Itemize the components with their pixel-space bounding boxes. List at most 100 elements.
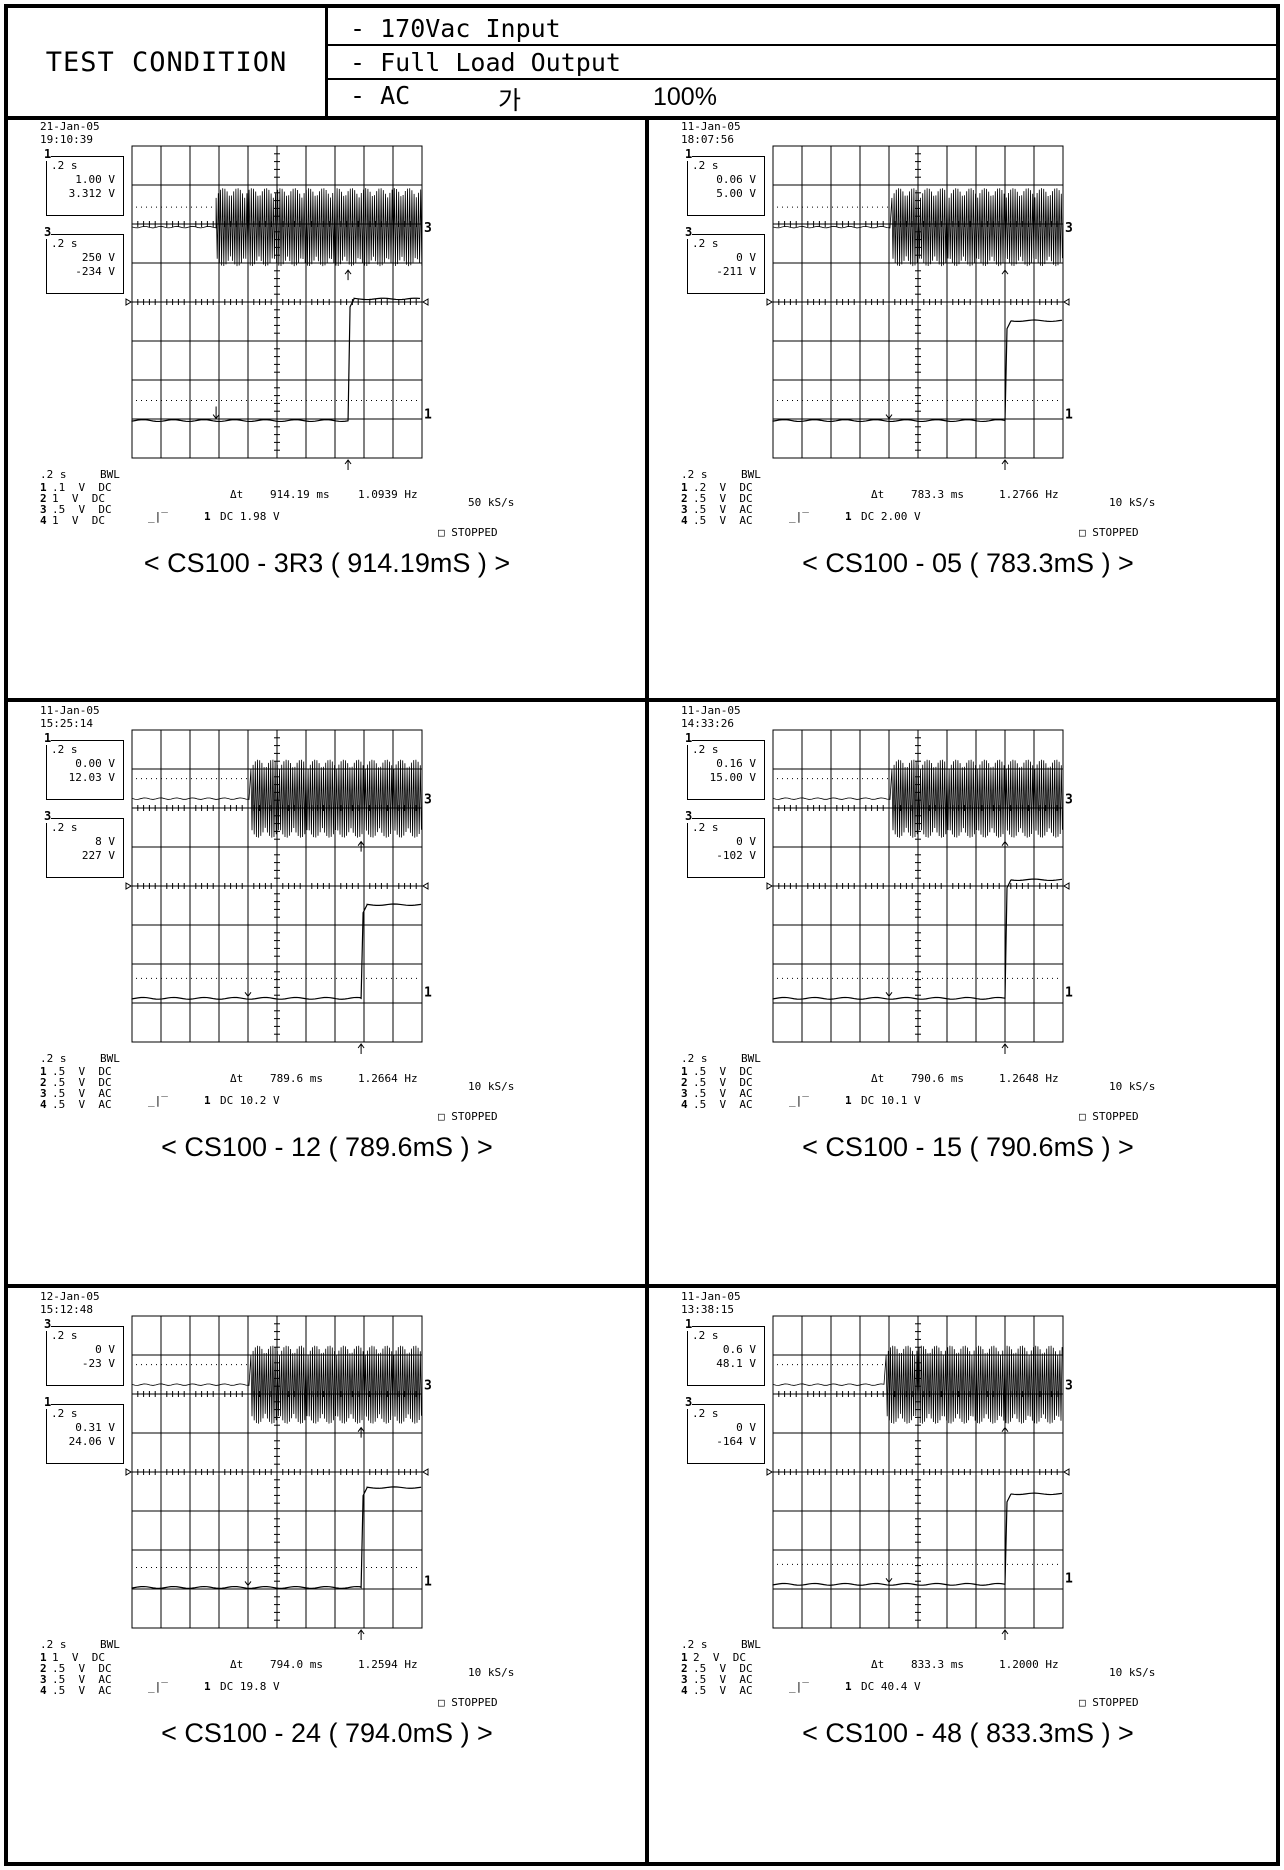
trigger-level: DC 40.4 V <box>861 1680 921 1693</box>
cursor-a-arrow <box>885 406 893 420</box>
condition-percent: 100% <box>653 83 717 111</box>
channel-setting: .2 V DC <box>693 481 753 494</box>
oscilloscope-panel: 3 1 11-Jan-05 15:25:14 1.2 s 0.00 V 12.03 V 3.2… <box>8 702 646 1282</box>
ch1-marker: 1 <box>1065 985 1073 1000</box>
condition-divider <box>328 78 1276 80</box>
timestamp-date: 11-Jan-05 <box>681 1290 741 1303</box>
channel-box: 1.2 s 1.00 V 3.312 V <box>44 147 124 216</box>
stop-status: □ STOPPED <box>438 1110 498 1123</box>
delta-t-value: 794.0 ms <box>270 1658 323 1671</box>
channel-tag: 3 <box>44 1317 52 1331</box>
panel-caption: < CS100 - 24 ( 794.0mS ) > <box>161 1718 493 1748</box>
sample-rate: 10 kS/s <box>468 1080 515 1093</box>
channel-tag: 1 <box>685 731 693 745</box>
channel-number: 1 <box>40 481 47 494</box>
channel-setting: .5 V AC <box>52 1673 112 1686</box>
oscilloscope-panel: 3 1 11-Jan-05 18:07:56 1.2 s 0.06 V 5.00 V 3.2 … <box>649 118 1284 698</box>
stop-status-text: STOPPED <box>1092 1696 1139 1709</box>
trigger-symbol: _|‾ <box>789 1680 809 1693</box>
cursor-a-arrow <box>212 406 220 420</box>
channel-tag: 1 <box>685 147 693 161</box>
channel-number: 3 <box>681 503 688 516</box>
channel-setting: .5 V DC <box>52 1076 112 1089</box>
channel-number: 3 <box>40 1087 47 1100</box>
timestamp-date: 11-Jan-05 <box>681 704 741 717</box>
stop-status-text: STOPPED <box>1092 526 1139 539</box>
channel-number: 4 <box>681 1684 688 1697</box>
channel-box: 3.2 s 0 V -23 V <box>44 1317 124 1386</box>
channel-value: 227 V <box>81 849 115 862</box>
cursor-b-arrow <box>357 840 365 852</box>
channel-value: 3.312 V <box>68 187 115 200</box>
timestamp-time: 19:10:39 <box>40 133 93 146</box>
cursor-b-arrow <box>344 459 352 470</box>
channel-number: 1 <box>681 1065 688 1078</box>
cursor-b-arrow <box>357 1426 365 1438</box>
channel-setting: 1 V DC <box>52 492 105 505</box>
channel-tag: 1 <box>44 1395 52 1409</box>
channel-timebase: .2 s <box>692 821 719 834</box>
channel-number: 4 <box>40 1684 47 1697</box>
ch3-trace <box>772 1345 1063 1424</box>
row-divider <box>8 698 1276 702</box>
ch3-marker: 3 <box>1065 1379 1073 1394</box>
channel-setting: .5 V AC <box>52 1684 112 1697</box>
scope-screen: 31 <box>766 145 1073 470</box>
channel-box: 1.2 s 0.6 V 48.1 V <box>685 1317 765 1386</box>
report-sheet: TEST CONDITION - 170Vac Input - Full Loa… <box>4 4 1280 1866</box>
channel-tag: 3 <box>44 225 52 239</box>
trigger-symbol: _|‾ <box>789 1094 809 1107</box>
ch1-trace <box>131 903 422 1000</box>
trigger-level: DC 1.98 V <box>220 510 280 523</box>
channel-number: 1 <box>681 1651 688 1664</box>
frequency-value: 1.2000 Hz <box>999 1658 1059 1671</box>
channel-box: 3.2 s 250 V -234 V <box>44 225 124 294</box>
delta-t-label: Δt <box>230 488 244 501</box>
stop-status: □ STOPPED <box>438 1696 498 1709</box>
channel-timebase: .2 s <box>692 237 719 250</box>
channel-timebase: .2 s <box>51 237 78 250</box>
frequency-value: 1.2766 Hz <box>999 488 1059 501</box>
condition-load: - Full Load Output <box>350 48 621 77</box>
channel-setting: .5 V AC <box>52 1098 112 1111</box>
cursor-a-arrow <box>885 984 893 998</box>
channel-timebase: .2 s <box>692 159 719 172</box>
timebase-readout: .2 s <box>40 1052 67 1065</box>
panel-caption: < CS100 - 12 ( 789.6mS ) > <box>161 1132 493 1162</box>
stop-status-text: STOPPED <box>451 526 498 539</box>
channel-value: 12.03 V <box>68 771 115 784</box>
delta-t-value: 833.3 ms <box>911 1658 964 1671</box>
timestamp-date: 12-Jan-05 <box>40 1290 100 1303</box>
channel-box: 1.2 s 0.00 V 12.03 V <box>44 731 124 800</box>
sample-rate: 10 kS/s <box>1109 1666 1156 1679</box>
ch3-marker: 3 <box>1065 793 1073 808</box>
channel-offset: 0 V <box>736 251 756 264</box>
stop-status: □ STOPPED <box>1079 1110 1139 1123</box>
channel-box: 1.2 s 0.31 V 24.06 V <box>44 1395 124 1464</box>
trigger-channel: 1 <box>204 510 211 523</box>
channel-number: 3 <box>681 1673 688 1686</box>
test-condition-header: TEST CONDITION - 170Vac Input - Full Loa… <box>8 8 1276 120</box>
sample-rate: 10 kS/s <box>1109 1080 1156 1093</box>
ch1-trace <box>772 878 1063 1000</box>
frequency-value: 1.2648 Hz <box>999 1072 1059 1085</box>
cursor-b-arrow <box>1001 459 1009 470</box>
timestamp: 11-Jan-05 18:07:56 <box>681 120 741 146</box>
delta-t-label: Δt <box>871 1072 885 1085</box>
channel-tag: 3 <box>685 1395 693 1409</box>
trigger-symbol: _|‾ <box>148 510 168 523</box>
channel-number: 1 <box>40 1065 47 1078</box>
channel-setting: .5 V AC <box>693 1684 753 1697</box>
trigger-symbol: _|‾ <box>789 510 809 523</box>
channel-number: 1 <box>681 481 688 494</box>
trigger-channel: 1 <box>845 1094 852 1107</box>
cursor-a-arrow <box>885 1570 893 1584</box>
ch3-marker: 3 <box>424 1379 432 1394</box>
ch3-trace <box>131 759 422 838</box>
frequency-value: 1.2594 Hz <box>358 1658 418 1671</box>
channel-offset: 0 V <box>736 1421 756 1434</box>
ch1-trace <box>131 297 421 423</box>
channel-timebase: .2 s <box>51 1329 78 1342</box>
stop-status: □ STOPPED <box>438 526 498 539</box>
